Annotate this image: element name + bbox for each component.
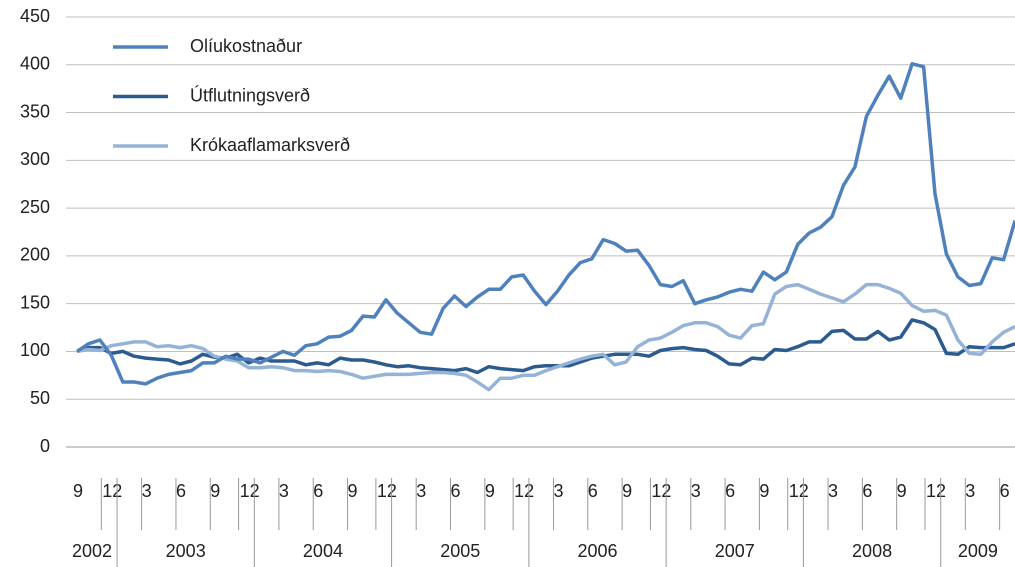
x-tick-label: 6 — [313, 481, 323, 501]
x-tick-label: 9 — [73, 481, 83, 501]
year-label: 2003 — [166, 541, 206, 561]
series-line — [76, 318, 1015, 375]
year-label: 2009 — [958, 541, 998, 561]
legend-label: Krókaaflamarksverð — [190, 135, 350, 155]
x-tick-label: 9 — [348, 481, 358, 501]
x-tick-label: 12 — [926, 481, 946, 501]
x-tick-label: 6 — [1000, 481, 1010, 501]
x-tick-label: 3 — [691, 481, 701, 501]
x-tick-label: 12 — [102, 481, 122, 501]
x-tick-label: 6 — [862, 481, 872, 501]
x-tick-label: 12 — [240, 481, 260, 501]
year-label: 2004 — [303, 541, 343, 561]
series-line — [76, 62, 1015, 386]
y-tick-label: 0 — [40, 436, 50, 456]
x-tick-label: 9 — [622, 481, 632, 501]
x-tick-label: 9 — [759, 481, 769, 501]
y-tick-label: 150 — [20, 292, 50, 312]
year-label: 2002 — [72, 541, 112, 561]
x-tick-label: 3 — [553, 481, 563, 501]
y-tick-label: 300 — [20, 149, 50, 169]
y-tick-label: 200 — [20, 245, 50, 265]
y-tick-label: 400 — [20, 54, 50, 74]
x-tick-label: 3 — [828, 481, 838, 501]
y-tick-label: 350 — [20, 101, 50, 121]
y-tick-label: 50 — [30, 388, 50, 408]
x-tick-label: 9 — [897, 481, 907, 501]
y-tick-label: 100 — [20, 340, 50, 360]
y-tick-label: 450 — [20, 6, 50, 26]
series-line — [76, 282, 1015, 392]
x-tick-label: 3 — [416, 481, 426, 501]
x-tick-label: 12 — [377, 481, 397, 501]
legend-label: Olíukostnaður — [190, 36, 302, 56]
year-label: 2005 — [440, 541, 480, 561]
x-tick-label: 9 — [210, 481, 220, 501]
x-tick-label: 3 — [279, 481, 289, 501]
x-tick-label: 12 — [789, 481, 809, 501]
legend-label: Útflutningsverð — [190, 84, 310, 105]
x-tick-label: 6 — [176, 481, 186, 501]
x-tick-label: 6 — [725, 481, 735, 501]
x-tick-label: 12 — [514, 481, 534, 501]
x-tick-label: 9 — [485, 481, 495, 501]
year-label: 2007 — [715, 541, 755, 561]
x-tick-label: 12 — [651, 481, 671, 501]
x-tick-label: 6 — [451, 481, 461, 501]
x-tick-label: 3 — [965, 481, 975, 501]
year-label: 2008 — [852, 541, 892, 561]
y-tick-label: 250 — [20, 197, 50, 217]
x-tick-label: 6 — [588, 481, 598, 501]
x-tick-label: 3 — [142, 481, 152, 501]
year-label: 2006 — [577, 541, 617, 561]
